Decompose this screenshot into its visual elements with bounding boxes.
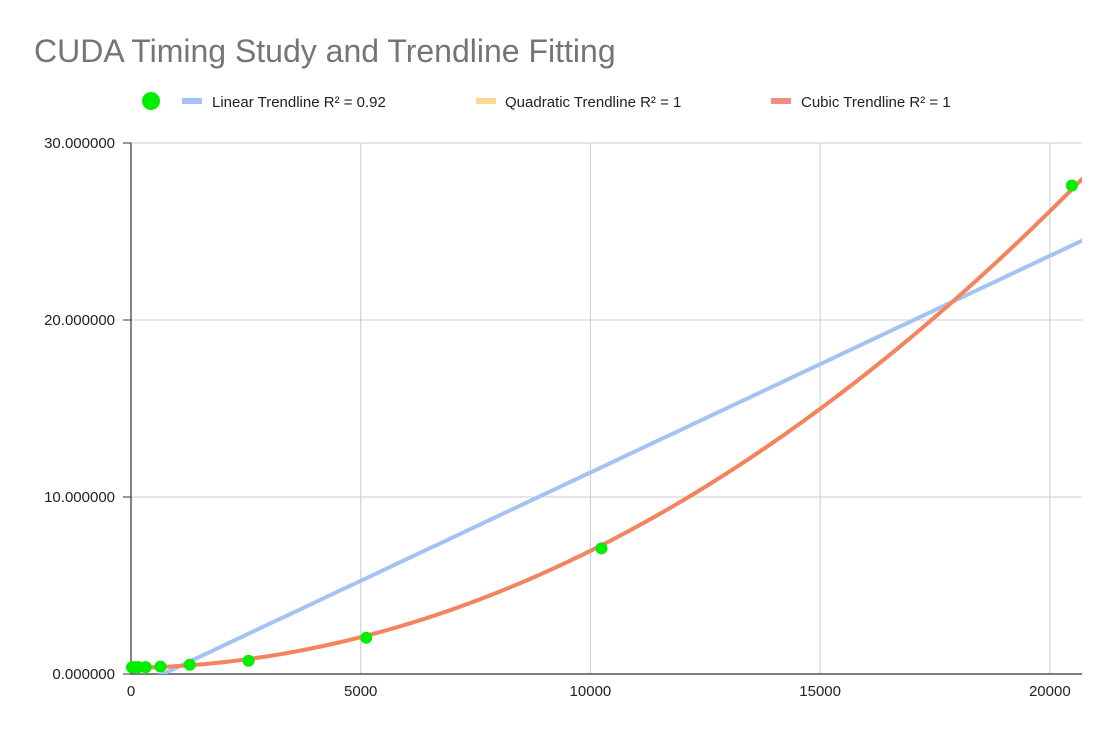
data-point <box>183 658 196 671</box>
data-point <box>1065 179 1078 192</box>
y-tick-label: 20.000000 <box>44 312 115 329</box>
data-point <box>595 542 608 555</box>
x-tick-label: 15000 <box>799 683 841 700</box>
tick-labels: 0.000000 10.000000 20.000000 30.000000 0 5000… <box>44 135 1071 700</box>
data-point <box>139 661 152 674</box>
y-tick-label: 30.000000 <box>44 135 115 152</box>
data-point <box>360 631 373 644</box>
x-tick-label: 0 <box>127 683 135 700</box>
legend-quadratic-label: Quadratic Trendline R² = 1 <box>505 94 681 111</box>
legend-linear-label: Linear Trendline R² = 0.92 <box>212 94 386 111</box>
cubic-trendline <box>131 177 1082 670</box>
chart-title: CUDA Timing Study and Trendline Fitting <box>34 33 616 69</box>
legend-quadratic-swatch <box>476 98 496 104</box>
data-point <box>154 660 167 673</box>
legend-points-marker <box>142 92 160 110</box>
x-tick-label: 20000 <box>1029 683 1071 700</box>
trendlines <box>131 177 1082 674</box>
data-points <box>125 179 1078 674</box>
linear-trendline <box>158 238 1082 674</box>
grid <box>123 142 1082 675</box>
legend-cubic-swatch <box>771 98 791 104</box>
legend: Linear Trendline R² = 0.92 Quadratic Tre… <box>142 92 951 111</box>
x-tick-label: 5000 <box>344 683 377 700</box>
y-tick-label: 0.000000 <box>52 666 115 683</box>
x-tick-label: 10000 <box>570 683 612 700</box>
data-point <box>242 654 255 667</box>
quadratic-trendline <box>131 177 1082 670</box>
legend-linear-swatch <box>182 98 202 104</box>
legend-cubic-label: Cubic Trendline R² = 1 <box>801 94 951 111</box>
y-tick-label: 10.000000 <box>44 489 115 506</box>
axes <box>130 143 1082 675</box>
